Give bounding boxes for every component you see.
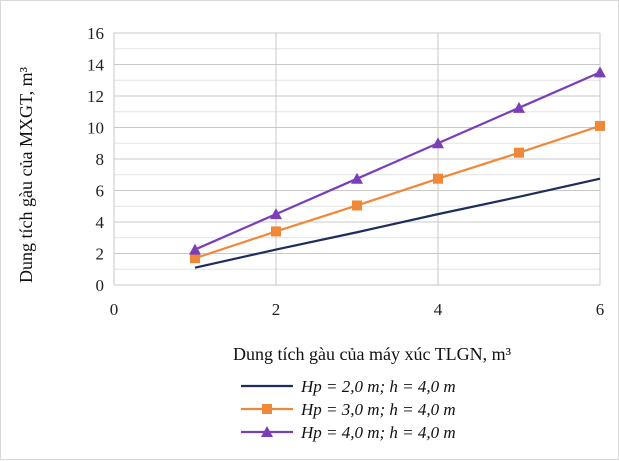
x-tick-label: 4: [434, 300, 443, 319]
series-line: [194, 71, 601, 251]
y-tick-label: 6: [96, 182, 105, 201]
x-tick-label: 2: [272, 300, 281, 319]
y-tick-label: 14: [87, 56, 105, 75]
y-tick-label: 0: [96, 276, 105, 295]
y-tick-label: 4: [96, 213, 105, 232]
triangle-marker: [189, 243, 201, 255]
triangle-marker: [261, 426, 273, 437]
series-group: [189, 66, 606, 269]
series-line: [194, 177, 601, 269]
grid-lines: [113, 32, 601, 286]
series-line: [194, 124, 601, 260]
series-1: [194, 177, 601, 269]
triangle-marker: [513, 101, 525, 113]
square-marker: [271, 226, 281, 237]
x-tick-label: 0: [110, 300, 119, 319]
y-tick-label: 2: [96, 245, 105, 264]
y-tick-label: 16: [87, 24, 104, 43]
square-marker: [514, 147, 524, 158]
legend-label: Hp = 3,0 m; h = 4,0 m: [300, 400, 456, 419]
series-2: [190, 120, 605, 264]
y-tick-label: 12: [87, 87, 104, 106]
legend-label: Hp = 2,0 m; h = 4,0 m: [300, 377, 456, 396]
square-marker: [595, 120, 605, 131]
legend-item: Hp = 2,0 m; h = 4,0 m: [241, 377, 456, 396]
y-tick-label: 8: [96, 150, 105, 169]
y-axis-title: Dung tích gàu của MXGT, m³: [16, 66, 36, 283]
triangle-marker: [270, 208, 282, 220]
square-marker: [262, 404, 272, 414]
x-tick-labels: 0 2 4 6: [110, 300, 605, 319]
series-3: [189, 66, 606, 255]
legend-item: Hp = 4,0 m; h = 4,0 m: [241, 423, 456, 442]
square-marker: [352, 200, 362, 211]
legend-label: Hp = 4,0 m; h = 4,0 m: [300, 423, 456, 442]
square-marker: [190, 253, 200, 264]
x-axis-title: Dung tích gàu của máy xúc TLGN, m³: [233, 344, 512, 364]
x-tick-label: 6: [596, 300, 605, 319]
y-tick-labels: 0 2 4 6 8 10 12 14 16: [87, 24, 105, 295]
square-marker: [433, 173, 443, 184]
legend-item: Hp = 3,0 m; h = 4,0 m: [241, 400, 456, 419]
triangle-marker: [432, 137, 444, 149]
triangle-marker: [351, 172, 363, 184]
legend: Hp = 2,0 m; h = 4,0 m Hp = 3,0 m; h = 4,0…: [241, 377, 456, 442]
triangle-marker: [594, 66, 606, 78]
y-tick-label: 10: [87, 119, 104, 138]
